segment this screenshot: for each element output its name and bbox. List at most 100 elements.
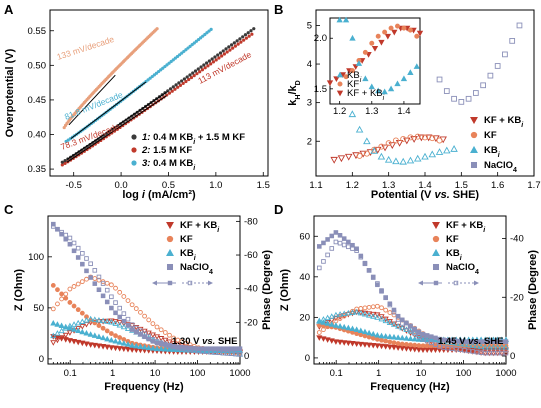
y-tick-label: 40	[299, 272, 310, 283]
phase-point	[449, 346, 455, 351]
impedance-point	[474, 339, 480, 344]
data-point	[63, 159, 67, 163]
x-tick-label: 0.1	[330, 368, 343, 379]
phase-point	[382, 317, 389, 324]
y-tick-label: 2	[307, 136, 312, 147]
impedance-point	[424, 333, 430, 338]
phase-point	[473, 342, 481, 349]
impedance-point	[390, 344, 398, 351]
inset-data-point	[355, 60, 363, 66]
data-point	[429, 135, 436, 142]
phase-point	[441, 345, 447, 350]
phase-point	[358, 254, 364, 260]
phase-point	[332, 311, 339, 318]
phase-point	[125, 298, 131, 304]
data-point	[206, 64, 210, 68]
phase-point	[71, 284, 77, 289]
phase-point	[133, 306, 139, 311]
phase-point	[92, 276, 98, 281]
x-tick-label: 1	[110, 368, 115, 379]
impedance-point	[466, 339, 471, 344]
impedance-point	[125, 323, 131, 328]
data-point	[450, 145, 458, 152]
impedance-point	[70, 339, 78, 345]
data-point	[192, 74, 196, 78]
x-tick-label: 100	[190, 368, 206, 379]
inset-data-point	[400, 75, 408, 82]
data-point	[422, 134, 429, 141]
phase-point	[491, 350, 496, 356]
x-tick-label: 1.1	[309, 180, 322, 191]
data-point	[480, 82, 486, 89]
data-point	[187, 77, 191, 82]
phase-point	[374, 314, 381, 320]
impedance-point	[55, 287, 60, 293]
impedance-point	[328, 338, 335, 344]
phase-point	[117, 305, 122, 311]
y-axis-label: Z (Ohm)	[279, 269, 291, 311]
impedance-point	[404, 320, 409, 326]
data-point	[436, 137, 443, 144]
phase-point	[175, 345, 181, 351]
inset-y-tick-label: 1.5	[314, 84, 327, 95]
impedance-point	[100, 334, 107, 341]
data-point	[443, 88, 450, 94]
arrow-head-left	[152, 280, 157, 286]
y-tick-label: 5	[307, 20, 312, 31]
phase-point	[112, 319, 119, 325]
phase-point	[404, 324, 409, 330]
data-point	[399, 157, 407, 165]
impedance-point	[212, 346, 218, 351]
data-point	[174, 83, 178, 87]
impedance-point	[503, 339, 509, 344]
data-point	[210, 57, 214, 61]
impedance-point	[353, 326, 360, 332]
phase-point	[366, 304, 372, 310]
impedance-point	[221, 346, 226, 351]
phase-point	[474, 349, 480, 355]
impedance-point	[100, 293, 106, 299]
data-point	[173, 87, 177, 91]
data-point	[439, 136, 447, 144]
phase-point	[341, 242, 347, 248]
data-point	[221, 49, 225, 53]
impedance-point	[321, 240, 326, 246]
legend-marker	[432, 221, 440, 230]
y-tick-label: 0.35	[28, 164, 47, 175]
impedance-point	[316, 335, 323, 341]
inset-data-point	[378, 39, 385, 46]
impedance-point	[141, 344, 148, 350]
phase-point	[490, 343, 497, 350]
impedance-point	[404, 342, 409, 347]
phase-point	[108, 282, 114, 288]
impedance-point	[424, 347, 431, 354]
phase-point	[113, 300, 118, 305]
phase-point	[366, 312, 373, 318]
phase-point	[171, 335, 177, 341]
impedance-point	[341, 340, 348, 346]
arrow-marker	[167, 280, 173, 286]
data-point	[217, 56, 221, 60]
phase-point	[50, 340, 57, 346]
phase-point	[415, 334, 422, 341]
phase-point	[167, 343, 172, 348]
data-point	[246, 31, 250, 35]
data-point	[473, 90, 479, 96]
panel-c: 0.1 1 10 100 10000501000-20-40-60-80Frequenc…	[13, 215, 273, 393]
phase-point	[153, 334, 161, 340]
phase-point	[154, 324, 160, 330]
impedance-point	[420, 331, 426, 337]
data-point	[227, 45, 231, 49]
phase-point	[124, 325, 132, 332]
impedance-point	[358, 253, 364, 259]
impedance-point	[399, 334, 406, 341]
impedance-point	[445, 337, 451, 343]
phase-point	[112, 320, 119, 326]
x-axis-label: log i (mA/cm²)	[122, 189, 196, 201]
phase-point	[66, 330, 73, 336]
phase-point	[503, 350, 509, 356]
data-point	[171, 85, 175, 89]
impedance-point	[129, 327, 135, 332]
data-point	[168, 87, 173, 91]
impedance-point	[225, 346, 230, 351]
